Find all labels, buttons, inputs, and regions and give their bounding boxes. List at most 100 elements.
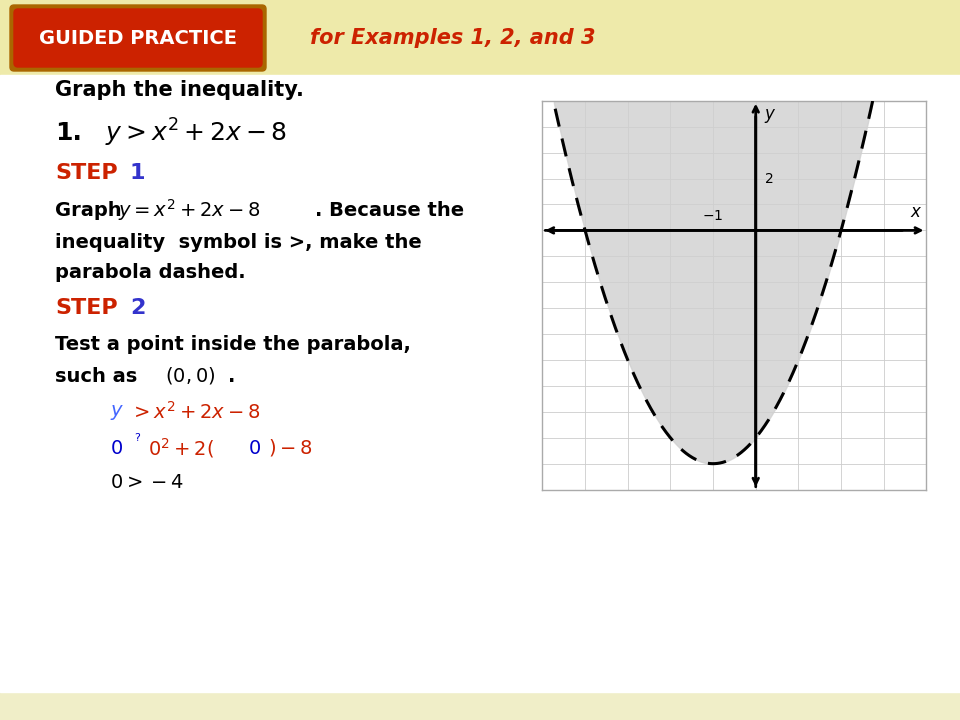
Bar (0, 610, 960, 620)
Bar (0, 70, 960, 80)
Text: $(0, 0)$: $(0, 0)$ (165, 366, 215, 387)
Bar (0, 100, 960, 110)
Text: $0$: $0$ (248, 438, 261, 457)
Bar (0, 700, 960, 710)
Bar (0, 210, 960, 220)
Bar (0, 670, 960, 680)
Bar (0, 470, 960, 480)
Text: $x$: $x$ (909, 203, 922, 221)
Bar (0, 230, 960, 240)
Text: STEP: STEP (55, 163, 118, 183)
Bar (0, 430, 960, 440)
Bar (0, 400, 960, 410)
Bar (0, 160, 960, 170)
Text: STEP: STEP (55, 298, 118, 318)
Text: 1.: 1. (55, 121, 82, 145)
Bar (0, 0, 960, 75)
Bar (0, 140, 960, 150)
Bar (0, 650, 960, 660)
FancyBboxPatch shape (10, 5, 266, 71)
Bar (0, 0, 960, 10)
Bar (0, 510, 960, 520)
Bar (0, 170, 960, 180)
Bar (0, 320, 960, 330)
Bar (0, 390, 960, 400)
Bar (0, 40, 960, 50)
Bar (0, 130, 960, 140)
Text: $-1$: $-1$ (703, 209, 724, 222)
Bar (0, 360, 960, 370)
Text: $0$: $0$ (110, 438, 123, 457)
Text: $2$: $2$ (764, 171, 774, 186)
Bar (0, 370, 960, 380)
Text: $> x^2 + 2x - 8$: $> x^2 + 2x - 8$ (130, 401, 260, 423)
Text: $y$: $y$ (764, 107, 777, 125)
Bar (0, 420, 960, 430)
Bar (0, 350, 960, 360)
Text: $y > x^2 + 2x - 8$: $y > x^2 + 2x - 8$ (105, 117, 287, 149)
Bar (0, 410, 960, 420)
Text: GUIDED PRACTICE: GUIDED PRACTICE (39, 29, 237, 48)
Bar (0, 300, 960, 310)
Bar (0, 270, 960, 280)
Text: $y$: $y$ (110, 402, 124, 421)
Bar (0, 290, 960, 300)
Bar (0, 120, 960, 130)
Bar (0, 520, 960, 530)
Text: Graph: Graph (55, 200, 129, 220)
Bar (0, 710, 960, 720)
Bar (0, 60, 960, 70)
Text: Test a point inside the parabola,: Test a point inside the parabola, (55, 336, 411, 354)
Bar (0, 50, 960, 60)
Bar (0, 110, 960, 120)
Text: $0 > -4$: $0 > -4$ (110, 472, 183, 492)
Bar (0, 280, 960, 290)
Bar (0, 550, 960, 560)
Bar (0, 580, 960, 590)
Text: .: . (228, 366, 235, 385)
Bar (0, 310, 960, 320)
Text: $) - 8$: $) - 8$ (268, 438, 313, 459)
Bar (0, 75, 960, 692)
Bar (0, 30, 960, 40)
Bar (0, 530, 960, 540)
Bar (0, 450, 960, 460)
Bar (0, 200, 960, 210)
Bar (0, 380, 960, 390)
Bar (0, 590, 960, 600)
Text: $0^2 + 2($: $0^2 + 2($ (148, 436, 214, 460)
Bar (0, 80, 960, 90)
Text: parabola dashed.: parabola dashed. (55, 264, 246, 282)
Bar (0, 620, 960, 630)
Bar (0, 640, 960, 650)
Bar (0, 330, 960, 340)
Bar (0, 692, 960, 720)
Bar (0, 500, 960, 510)
FancyBboxPatch shape (14, 9, 262, 67)
Bar (0, 490, 960, 500)
Bar (0, 680, 960, 690)
Bar (0, 540, 960, 550)
Text: for Examples 1, 2, and 3: for Examples 1, 2, and 3 (310, 28, 595, 48)
Text: Graph the inequality.: Graph the inequality. (55, 80, 304, 100)
Bar (0, 220, 960, 230)
Bar (0, 180, 960, 190)
Text: . Because the: . Because the (315, 200, 464, 220)
Bar (0, 20, 960, 30)
Bar (0, 90, 960, 100)
Text: inequality  symbol is >, make the: inequality symbol is >, make the (55, 233, 421, 251)
Bar (0, 690, 960, 700)
Text: such as: such as (55, 366, 144, 385)
Bar (0, 240, 960, 250)
Bar (0, 250, 960, 260)
Bar (0, 560, 960, 570)
Bar (0, 460, 960, 470)
Text: $?$: $?$ (134, 431, 141, 443)
Bar (0, 570, 960, 580)
Text: 1: 1 (130, 163, 146, 183)
Bar (0, 150, 960, 160)
Bar (0, 260, 960, 270)
Bar (0, 340, 960, 350)
Bar (0, 600, 960, 610)
Bar (0, 10, 960, 20)
